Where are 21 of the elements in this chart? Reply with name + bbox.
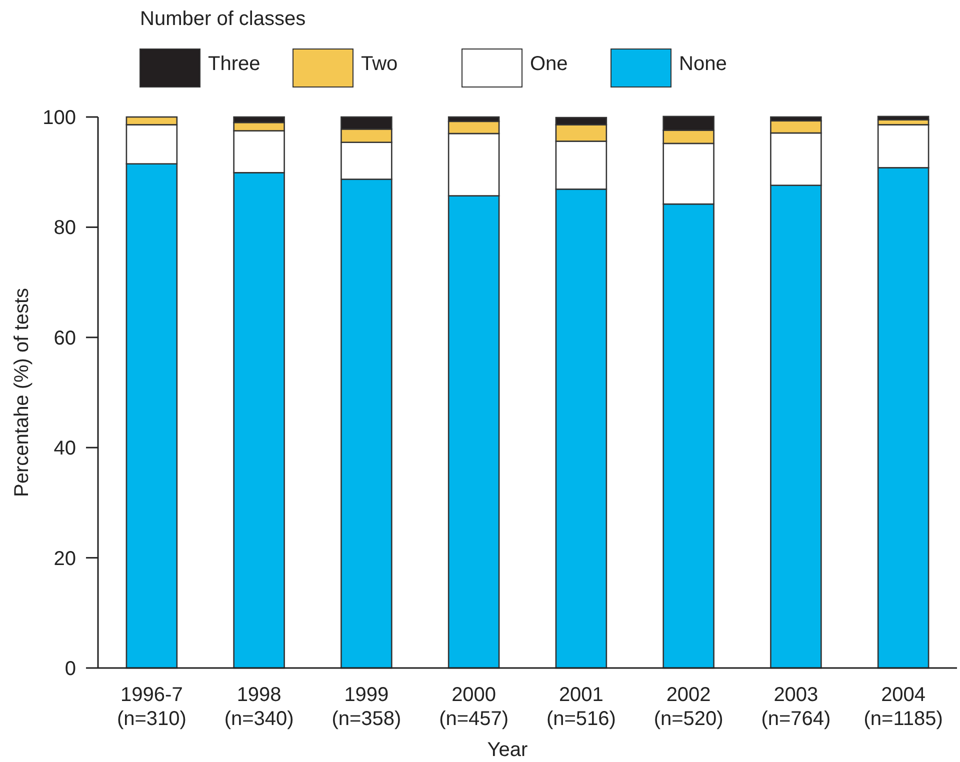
y-tick-label: 0 <box>64 658 76 680</box>
y-tick-label: 40 <box>54 438 76 460</box>
x-tick-label: 2002 (n=520) <box>654 684 724 730</box>
legend-label: Three <box>208 53 260 75</box>
y-tick-label: 80 <box>54 217 76 240</box>
legend-title: Number of classes <box>140 8 306 30</box>
legend-label: One <box>530 53 568 75</box>
x-tick-label: 1998 (n=340) <box>224 684 294 730</box>
y-tick-label: 100 <box>42 107 76 129</box>
x-tick-label: 2001 (n=516) <box>546 684 616 730</box>
legend-label: Two <box>361 53 398 75</box>
x-tick-label: 2004 (n=1185) <box>864 684 943 730</box>
legend-label: None <box>679 53 727 75</box>
x-tick-label: 1999 (n=358) <box>332 684 402 730</box>
x-axis-title: Year <box>487 739 528 761</box>
y-tick-label: 60 <box>54 327 76 350</box>
y-tick-label: 20 <box>54 548 76 570</box>
y-axis-title: Percentahe (%) of tests <box>11 288 33 497</box>
x-tick-label: 2003 (n=764) <box>761 684 831 730</box>
x-tick-label: 2000 (n=457) <box>439 684 509 730</box>
x-tick-label: 1996-7 (n=310) <box>116 684 186 730</box>
